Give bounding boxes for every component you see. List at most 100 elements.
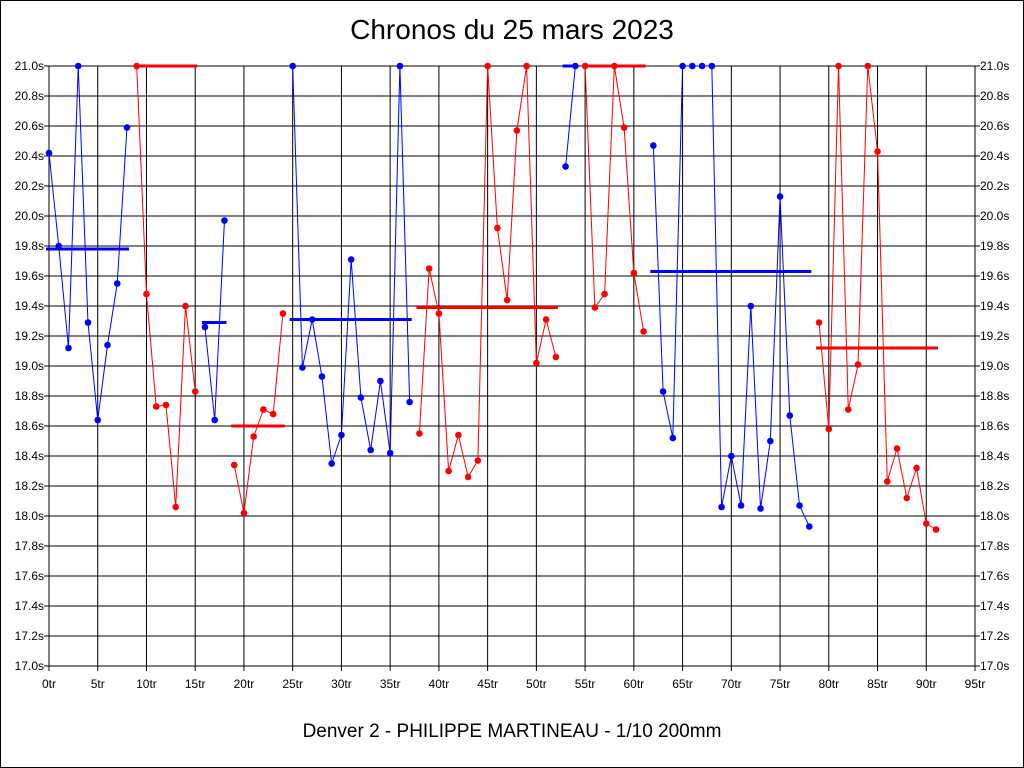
data-point [650, 142, 657, 149]
y-tick-label-left: 20.6s [15, 119, 44, 133]
y-tick-label-left: 18.4s [15, 449, 44, 463]
y-tick-label-left: 17.2s [15, 629, 44, 643]
data-point [640, 328, 647, 335]
data-point [494, 224, 501, 232]
y-tick-label-right: 21.0s [980, 59, 1009, 73]
data-point [416, 430, 423, 437]
data-point [211, 416, 219, 424]
y-tick-label-left: 19.4s [15, 299, 44, 313]
data-point [474, 457, 482, 464]
x-tick-label: 30tr [331, 677, 352, 691]
axis-ticks: 0tr 5tr 10tr 15tr 20tr 25tr 30tr 35tr 40tr 45tr 50… [15, 59, 1010, 691]
y-tick-label-right: 17.6s [980, 569, 1009, 583]
data-point [767, 437, 774, 445]
data-point [240, 509, 248, 517]
data-point [854, 361, 862, 368]
data-point [698, 62, 706, 70]
data-point [844, 406, 852, 413]
x-tick-label: 35tr [380, 677, 401, 691]
data-point [172, 503, 180, 511]
data-point [737, 502, 745, 509]
x-tick-label: 85tr [867, 677, 888, 691]
y-tick-label-left: 21.0s [15, 59, 44, 73]
data-point [533, 359, 540, 367]
data-point [893, 445, 901, 452]
data-point [260, 406, 267, 413]
y-tick-label-left: 20.8s [15, 89, 44, 103]
data-point [152, 403, 160, 410]
y-tick-label-right: 18.0s [980, 509, 1009, 523]
x-tick-label: 95tr [965, 677, 986, 691]
chart-footer: Denver 2 - PHILIPPE MARTINEAU - 1/10 200… [302, 721, 722, 742]
x-tick-label: 20tr [234, 677, 255, 691]
x-tick-label: 55tr [575, 677, 596, 691]
data-point [718, 503, 725, 511]
data-point [932, 526, 940, 533]
data-point [484, 62, 491, 70]
x-tick-label: 25tr [282, 677, 303, 691]
data-point [279, 310, 287, 317]
x-tick-label: 5tr [91, 677, 105, 691]
x-tick-label: 0tr [42, 677, 56, 691]
y-tick-label-right: 19.4s [980, 299, 1009, 313]
y-tick-label-right: 20.0s [980, 209, 1009, 223]
x-tick-label: 80tr [818, 677, 839, 691]
data-point [562, 163, 569, 170]
x-tick-label: 70tr [721, 677, 742, 691]
series-line-run-2 [136, 65, 196, 508]
data-point [221, 217, 228, 224]
data-point [338, 431, 345, 439]
data-point [230, 461, 238, 469]
series-line-run-7 [565, 65, 576, 167]
data-point [903, 494, 911, 502]
data-point [74, 62, 82, 70]
data-point [269, 410, 277, 418]
y-tick-label-left: 20.0s [15, 209, 44, 223]
data-point [182, 302, 189, 310]
data-points [45, 62, 940, 533]
y-tick-label-left: 17.4s [15, 599, 44, 613]
data-point [552, 353, 560, 361]
data-point [542, 316, 550, 323]
data-point [445, 467, 452, 475]
data-point [591, 304, 599, 311]
y-tick-label-right: 19.6s [980, 269, 1009, 283]
y-tick-label-left: 18.8s [15, 389, 44, 403]
x-tick-label: 45tr [477, 677, 498, 691]
data-point [630, 269, 638, 277]
y-tick-label-left: 17.0s [15, 659, 44, 673]
data-point [786, 412, 794, 419]
data-point [464, 473, 472, 481]
y-tick-label-left: 19.8s [15, 239, 44, 253]
x-tick-label: 15tr [185, 677, 206, 691]
data-point [689, 62, 696, 70]
y-tick-label-right: 18.8s [980, 389, 1009, 403]
data-point [113, 280, 121, 287]
data-point [669, 434, 677, 442]
data-point [328, 460, 335, 467]
data-point [191, 388, 199, 395]
y-tick-label-left: 20.2s [15, 179, 44, 193]
data-point [104, 341, 111, 349]
y-tick-label-right: 20.8s [980, 89, 1009, 103]
data-point [45, 149, 53, 157]
data-point [796, 502, 803, 509]
data-point [883, 478, 891, 485]
y-tick-label-right: 20.2s [980, 179, 1009, 193]
x-tick-label: 65tr [672, 677, 693, 691]
data-point [367, 446, 374, 454]
data-point [913, 464, 920, 472]
y-tick-label-left: 19.0s [15, 359, 44, 373]
x-tick-label: 10tr [136, 677, 157, 691]
data-point [123, 124, 131, 131]
y-tick-label-right: 20.4s [980, 149, 1009, 163]
data-point [581, 62, 589, 70]
data-point [406, 398, 413, 406]
data-point [308, 316, 316, 323]
y-tick-label-left: 20.4s [15, 149, 44, 163]
data-point [143, 290, 150, 298]
data-point [620, 124, 628, 131]
data-point [513, 127, 521, 134]
data-point [318, 373, 326, 380]
